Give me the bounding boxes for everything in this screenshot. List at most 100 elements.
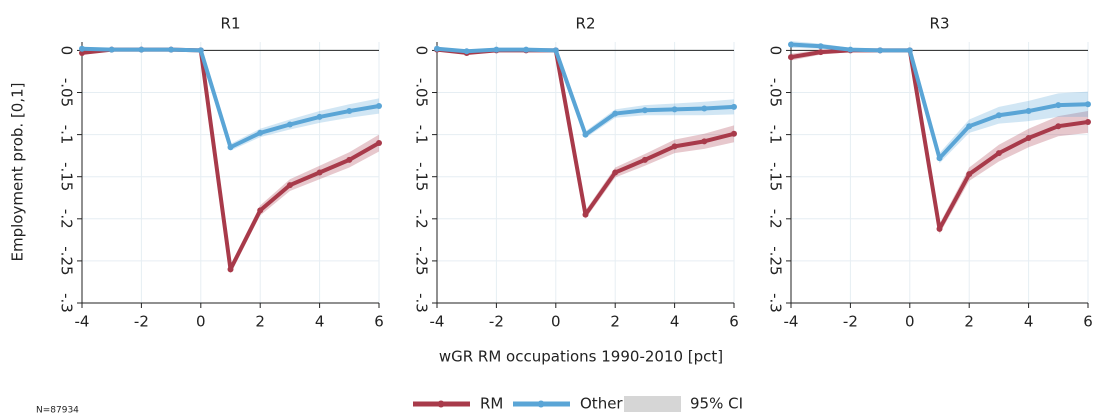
point bbox=[1055, 123, 1062, 130]
legend-marker bbox=[537, 400, 545, 408]
point bbox=[612, 169, 619, 176]
y-tick-label: -.15 bbox=[767, 162, 785, 191]
legend: RM Other 95% CI bbox=[413, 395, 743, 413]
point bbox=[817, 43, 824, 50]
point bbox=[227, 144, 234, 151]
ci-band bbox=[791, 41, 1088, 164]
point bbox=[286, 182, 293, 189]
point bbox=[936, 155, 943, 162]
y-tick-label: -.2 bbox=[413, 209, 431, 229]
x-tick-label: 2 bbox=[255, 313, 265, 331]
point bbox=[552, 47, 559, 54]
point bbox=[788, 54, 794, 61]
y-tick-label: 0 bbox=[413, 46, 431, 56]
point bbox=[79, 49, 85, 56]
point bbox=[995, 112, 1002, 119]
point bbox=[168, 46, 175, 53]
panel-title: R1 bbox=[221, 15, 241, 33]
y-tick-label: -.05 bbox=[58, 78, 76, 107]
y-tick-label: -.15 bbox=[58, 162, 76, 191]
legend-label: Other bbox=[580, 395, 623, 413]
point bbox=[612, 110, 619, 117]
legend-label: 95% CI bbox=[690, 395, 743, 413]
x-tick-label: 0 bbox=[196, 313, 206, 331]
point bbox=[788, 41, 794, 48]
point bbox=[877, 47, 884, 54]
point bbox=[108, 46, 115, 53]
x-tick-label: 0 bbox=[551, 313, 561, 331]
point bbox=[1055, 102, 1062, 109]
point bbox=[197, 47, 204, 54]
x-tick-label: 6 bbox=[1083, 313, 1093, 331]
point bbox=[1085, 101, 1091, 108]
point bbox=[79, 45, 85, 52]
point bbox=[847, 46, 854, 53]
y-tick-label: -.1 bbox=[767, 125, 785, 145]
point bbox=[463, 48, 470, 55]
x-tick-label: -4 bbox=[75, 313, 90, 331]
ci-band bbox=[82, 47, 379, 151]
point bbox=[1085, 118, 1091, 125]
y-tick-label: -.2 bbox=[58, 209, 76, 229]
x-tick-label: 4 bbox=[315, 313, 325, 331]
y-tick-label: -.05 bbox=[767, 78, 785, 107]
ci-band bbox=[82, 47, 379, 274]
x-tick-label: -4 bbox=[784, 313, 799, 331]
y-axis-label: Employment prob. [0,1] bbox=[9, 83, 27, 262]
x-tick-label: 4 bbox=[1024, 313, 1034, 331]
point bbox=[966, 171, 973, 178]
point bbox=[493, 46, 500, 53]
x-tick-label: -2 bbox=[843, 313, 858, 331]
point bbox=[257, 207, 264, 214]
x-tick-label: -2 bbox=[134, 313, 149, 331]
point bbox=[1025, 108, 1032, 115]
point bbox=[701, 138, 708, 145]
y-tick-label: -.3 bbox=[767, 293, 785, 313]
series-line bbox=[81, 46, 380, 150]
point bbox=[434, 45, 440, 52]
point bbox=[641, 107, 648, 114]
series-line bbox=[436, 46, 735, 137]
ci-band bbox=[437, 47, 734, 138]
point bbox=[671, 106, 678, 113]
x-axis-label: wGR RM occupations 1990-2010 [pct] bbox=[439, 348, 723, 366]
point bbox=[731, 130, 737, 137]
x-tick-label: 6 bbox=[729, 313, 739, 331]
x-tick-label: 4 bbox=[670, 313, 680, 331]
point bbox=[227, 266, 234, 273]
point bbox=[582, 211, 589, 218]
x-tick-label: 2 bbox=[964, 313, 974, 331]
point bbox=[817, 49, 824, 56]
point bbox=[936, 225, 943, 232]
point bbox=[346, 156, 353, 163]
point bbox=[641, 156, 648, 163]
y-tick-label: 0 bbox=[767, 46, 785, 56]
y-tick-label: -.25 bbox=[767, 246, 785, 275]
y-tick-label: -.1 bbox=[58, 125, 76, 145]
note: N=87934 bbox=[36, 406, 79, 416]
point bbox=[376, 102, 382, 109]
point bbox=[523, 46, 530, 53]
point bbox=[701, 105, 708, 112]
legend-swatch bbox=[624, 396, 681, 412]
point bbox=[966, 123, 973, 130]
point bbox=[731, 103, 737, 110]
x-tick-label: 2 bbox=[610, 313, 620, 331]
panel-title: R3 bbox=[930, 15, 950, 33]
point bbox=[316, 169, 323, 176]
ci-band bbox=[791, 48, 1088, 234]
point bbox=[906, 47, 913, 54]
legend-marker bbox=[437, 400, 445, 408]
y-tick-label: -.15 bbox=[413, 162, 431, 191]
point bbox=[1025, 134, 1032, 141]
point bbox=[582, 131, 589, 138]
x-tick-label: -2 bbox=[489, 313, 504, 331]
y-tick-label: -.05 bbox=[413, 78, 431, 107]
point bbox=[995, 150, 1002, 157]
y-tick-label: -.2 bbox=[767, 209, 785, 229]
y-tick-label: -.3 bbox=[58, 293, 76, 313]
point bbox=[286, 121, 293, 128]
y-tick-label: -.25 bbox=[413, 246, 431, 275]
y-tick-label: -.1 bbox=[413, 125, 431, 145]
point bbox=[257, 129, 264, 136]
